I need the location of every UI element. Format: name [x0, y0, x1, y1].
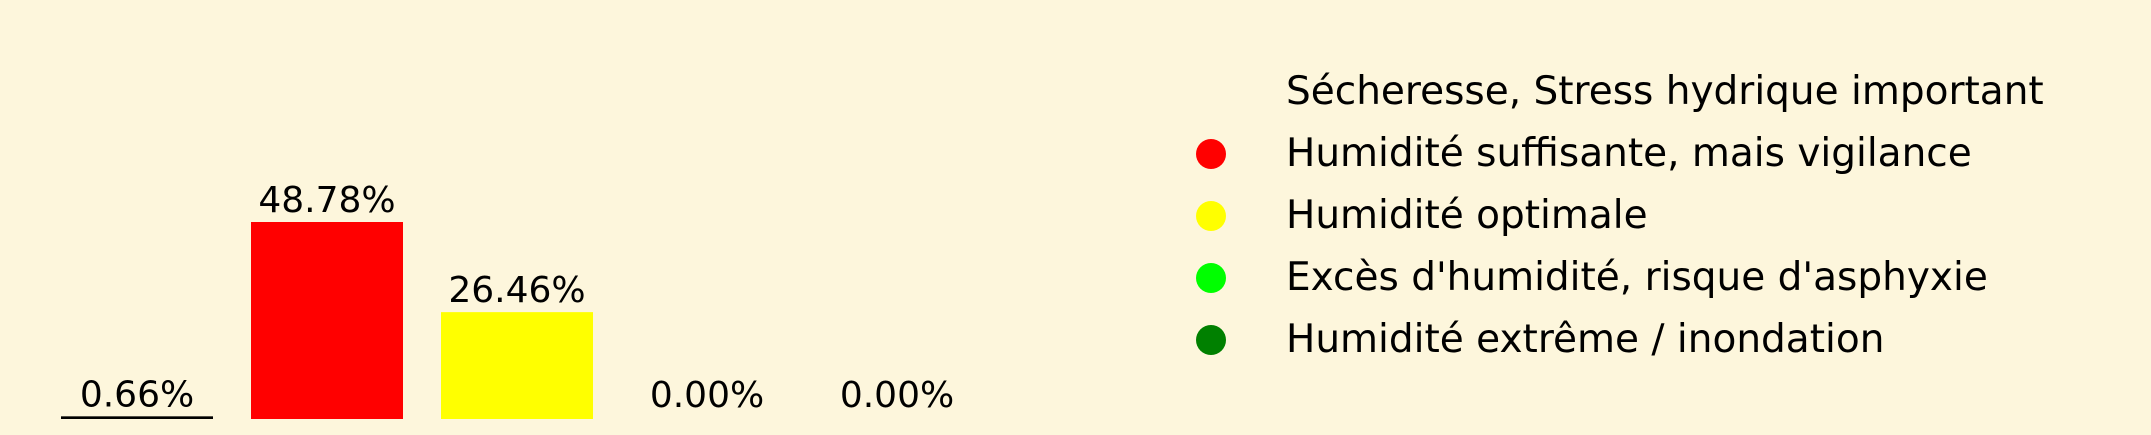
legend-label-2: Humidité suffisante, mais vigilance	[1286, 131, 1972, 176]
legend-item-3: Humidité optimale	[1196, 193, 1648, 238]
legend-label-4: Excès d'humidité, risque d'asphyxie	[1286, 255, 1988, 300]
legend-marker-3	[1196, 201, 1226, 231]
legend-marker-4	[1196, 263, 1226, 293]
legend-marker-5	[1196, 325, 1226, 355]
bars	[61, 222, 593, 419]
legend-label-5: Humidité extrême / inondation	[1286, 317, 1884, 362]
legend-item-1: Sécheresse, Stress hydrique important	[1286, 69, 2044, 114]
value-label-1: 0.66%	[80, 374, 194, 415]
legend: Sécheresse, Stress hydrique important Hum…	[1196, 69, 2044, 362]
legend-item-2: Humidité suffisante, mais vigilance	[1196, 131, 1972, 176]
value-label-5: 0.00%	[840, 375, 954, 416]
legend-marker-2	[1196, 139, 1226, 169]
value-label-2: 48.78%	[258, 180, 395, 221]
bar-1	[61, 416, 213, 419]
value-label-4: 0.00%	[650, 375, 764, 416]
legend-item-4: Excès d'humidité, risque d'asphyxie	[1196, 255, 1988, 300]
legend-item-5: Humidité extrême / inondation	[1196, 317, 1884, 362]
value-label-3: 26.46%	[448, 270, 585, 311]
bar-3	[441, 312, 593, 419]
bar-2	[251, 222, 403, 419]
legend-label-1: Sécheresse, Stress hydrique important	[1286, 69, 2044, 114]
legend-label-3: Humidité optimale	[1286, 193, 1648, 238]
value-labels: 0.66% 48.78% 26.46% 0.00% 0.00%	[80, 180, 954, 416]
